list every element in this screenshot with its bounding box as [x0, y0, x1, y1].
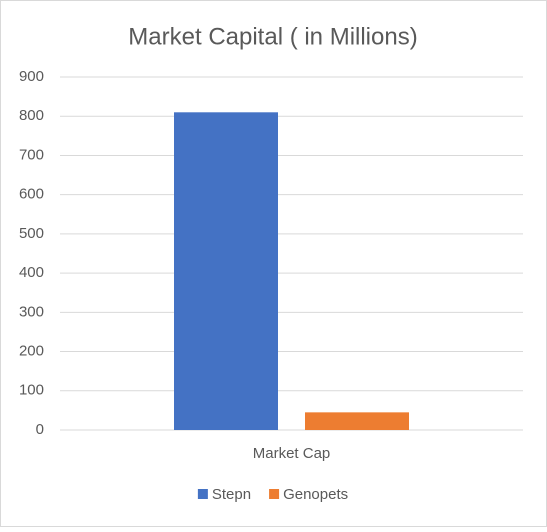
- legend-label: Stepn: [212, 486, 251, 503]
- y-tick-label: 700: [19, 146, 44, 163]
- y-tick-label: 300: [19, 303, 44, 320]
- bar: [174, 112, 278, 431]
- y-tick-label: 200: [19, 343, 44, 360]
- x-tick-label: Market Cap: [253, 445, 331, 462]
- y-tick-label: 100: [19, 382, 44, 399]
- y-tick-label: 400: [19, 264, 44, 281]
- y-tick-label: 500: [19, 225, 44, 242]
- y-tick-label: 800: [19, 107, 44, 124]
- legend-label: Genopets: [283, 486, 348, 503]
- y-tick-label: 600: [19, 186, 44, 203]
- legend-swatch: [197, 489, 208, 499]
- chart-title: Market Capital ( in Millions): [128, 23, 417, 50]
- y-tick-label: 900: [19, 68, 44, 85]
- bar: [305, 412, 409, 430]
- legend-swatch: [269, 489, 280, 499]
- y-tick-label: 0: [36, 421, 44, 438]
